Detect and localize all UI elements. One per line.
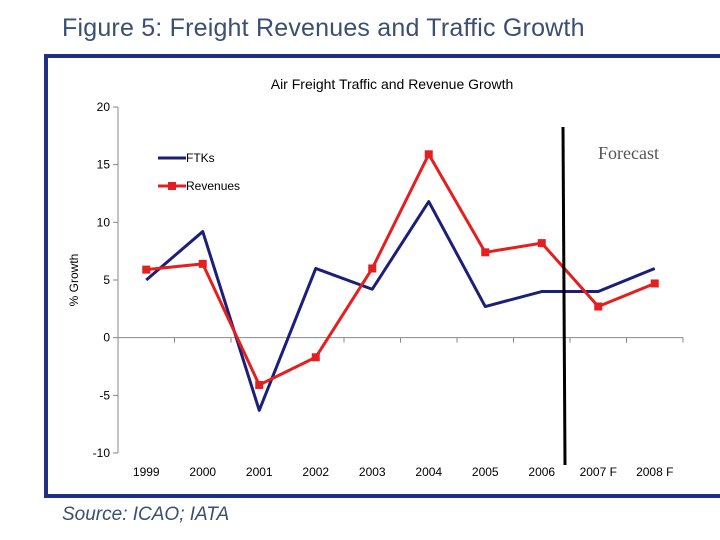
x-tick-label: 2004 <box>415 465 442 479</box>
y-tick-label: -5 <box>99 388 110 402</box>
legend-label-revenues: Revenues <box>186 179 240 193</box>
forecast-label: Forecast <box>598 143 659 163</box>
source-note: Source: ICAO; IATA <box>62 504 230 525</box>
x-tick-label: 2003 <box>359 465 386 479</box>
y-tick-label: 20 <box>97 100 111 114</box>
data-point-revenues <box>594 302 603 311</box>
data-point-revenues <box>481 248 490 257</box>
data-point-revenues <box>255 380 264 389</box>
y-tick-label: 15 <box>97 158 111 172</box>
forecast-divider <box>561 126 567 466</box>
x-tick-label: 2001 <box>246 465 273 479</box>
chart-title: Air Freight Traffic and Revenue Growth <box>271 76 514 92</box>
y-tick-label: 0 <box>103 331 110 345</box>
figure-frame <box>44 54 720 498</box>
y-tick-label: -10 <box>93 446 111 460</box>
series-marks <box>142 150 659 412</box>
x-tick-label: 1999 <box>133 465 160 479</box>
data-point-revenues <box>650 279 659 288</box>
x-tick-label: 2002 <box>302 465 329 479</box>
x-tick-label: 2005 <box>472 465 499 479</box>
data-point-revenues <box>142 265 151 274</box>
x-tick-label: 2000 <box>189 465 216 479</box>
series-line-revenues <box>146 152 656 387</box>
legend: FTKs Revenues <box>158 151 240 193</box>
data-point-revenues <box>368 264 377 273</box>
x-tick-label: 2008 F <box>636 465 673 479</box>
figure-title: Figure 5: Freight Revenues and Traffic G… <box>62 14 585 42</box>
y-tick-label: 5 <box>103 273 110 287</box>
data-point-revenues <box>198 259 207 268</box>
y-axis-label: % Growth <box>67 254 81 307</box>
legend-marker-revenues <box>168 182 176 190</box>
y-tick-label: 10 <box>97 215 111 229</box>
axes: 20 15 10 5 0 -5 -10 1999 2000 2001 2002 2003 2004 200… <box>93 100 684 479</box>
x-tick-label: 2007 F <box>580 465 617 479</box>
data-point-revenues <box>424 150 433 159</box>
data-point-revenues <box>537 239 546 248</box>
data-point-revenues <box>311 353 320 362</box>
x-tick-label: 2006 <box>528 465 555 479</box>
legend-label-ftks: FTKs <box>186 151 215 165</box>
